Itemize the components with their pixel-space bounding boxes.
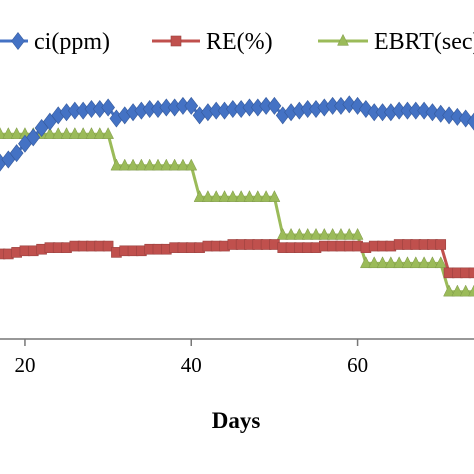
legend-label-re: RE(%)	[206, 29, 273, 55]
data-point-re	[435, 239, 447, 250]
data-point-ebrt-sec	[152, 158, 164, 171]
data-point-ci-ppm	[184, 96, 199, 115]
series-line-ebrt-sec	[0, 132, 474, 294]
data-point-ebrt-sec	[401, 256, 414, 269]
data-point-ebrt-sec	[276, 227, 289, 240]
data-point-ebrt-sec	[193, 190, 206, 202]
data-point-ci-ppm	[467, 112, 474, 131]
data-point-ebrt-sec	[285, 227, 297, 240]
data-point-ebrt-sec	[326, 227, 339, 240]
data-point-ebrt-sec	[127, 158, 139, 171]
data-point-ci-ppm	[26, 128, 41, 147]
data-point-ebrt-sec	[93, 127, 106, 139]
data-point-ci-ppm	[450, 107, 465, 126]
data-point-ebrt-sec	[102, 127, 115, 139]
data-point-ebrt-sec	[226, 190, 239, 202]
x-tick-label: 60	[347, 353, 368, 377]
legend-marker-ebrt-sec	[337, 33, 349, 46]
data-point-ebrt-sec	[376, 256, 389, 269]
data-point-ci-ppm	[433, 104, 448, 123]
data-point-ebrt-sec	[301, 227, 314, 240]
data-point-ci-ppm	[417, 101, 431, 120]
data-point-ebrt-sec	[143, 158, 156, 171]
plot-lines	[0, 102, 474, 294]
data-point-ebrt-sec	[318, 227, 331, 240]
data-point-ebrt-sec	[451, 284, 464, 297]
legend: ci(ppm) RE(%) EBRT(sec)	[0, 29, 474, 55]
data-point-ci-ppm	[9, 144, 24, 163]
data-point-ebrt-sec	[235, 190, 248, 202]
legend-label-ebrt-sec: EBRT(sec)	[374, 29, 474, 55]
data-point-ebrt-sec	[118, 158, 131, 171]
data-point-ebrt-sec	[160, 158, 173, 171]
x-axis-label: Days	[212, 408, 261, 433]
x-ticks: 20 40 60	[14, 339, 368, 377]
data-point-ebrt-sec	[77, 127, 90, 139]
data-point-ci-ppm	[342, 95, 357, 114]
data-point-ci-ppm	[425, 103, 440, 122]
x-tick-label: 40	[181, 353, 202, 377]
plot-marks	[0, 95, 474, 297]
data-point-ebrt-sec	[260, 190, 273, 202]
data-point-ebrt-sec	[418, 256, 431, 269]
data-point-ebrt-sec	[201, 190, 214, 202]
data-point-ebrt-sec	[85, 127, 98, 139]
data-point-ebrt-sec	[335, 227, 347, 240]
x-tick-label: 20	[14, 353, 35, 377]
data-point-ebrt-sec	[293, 227, 306, 240]
data-point-ebrt-sec	[409, 256, 422, 269]
data-point-ebrt-sec	[251, 190, 264, 202]
data-point-re	[102, 240, 114, 252]
data-point-ebrt-sec	[459, 284, 472, 297]
data-point-ebrt-sec	[2, 127, 15, 139]
data-point-ebrt-sec	[368, 256, 381, 269]
data-point-ebrt-sec	[43, 127, 56, 139]
data-point-ebrt-sec	[351, 227, 364, 240]
data-point-ebrt-sec	[135, 158, 148, 171]
data-point-ebrt-sec	[426, 256, 439, 269]
data-point-ebrt-sec	[359, 256, 372, 269]
data-point-ebrt-sec	[434, 256, 447, 269]
data-point-ebrt-sec	[68, 127, 81, 139]
data-point-ebrt-sec	[10, 127, 23, 139]
data-point-ebrt-sec	[60, 127, 73, 139]
data-point-ebrt-sec	[218, 190, 231, 202]
data-point-ebrt-sec	[52, 127, 65, 139]
data-point-ebrt-sec	[384, 256, 397, 269]
data-point-ebrt-sec	[168, 158, 181, 171]
data-point-ci-ppm	[442, 106, 456, 125]
data-point-ebrt-sec	[243, 190, 256, 202]
data-point-ebrt-sec	[343, 227, 356, 240]
data-point-ci-ppm	[101, 98, 115, 117]
data-point-ebrt-sec	[268, 190, 281, 202]
data-point-re	[468, 267, 474, 279]
legend-marker-ci-ppm	[11, 32, 25, 50]
data-point-ebrt-sec	[0, 127, 6, 139]
legend-marker-re	[170, 35, 182, 47]
data-point-ebrt-sec	[393, 256, 406, 269]
data-point-ci-ppm	[267, 96, 282, 115]
data-point-ebrt-sec	[468, 284, 474, 297]
legend-label-ci-ppm: ci(ppm)	[34, 29, 110, 55]
data-point-ebrt-sec	[210, 190, 223, 202]
data-point-ebrt-sec	[110, 158, 123, 171]
data-point-ebrt-sec	[185, 158, 198, 171]
data-point-ebrt-sec	[177, 158, 189, 171]
data-point-ebrt-sec	[310, 227, 322, 240]
data-point-ebrt-sec	[443, 284, 455, 297]
